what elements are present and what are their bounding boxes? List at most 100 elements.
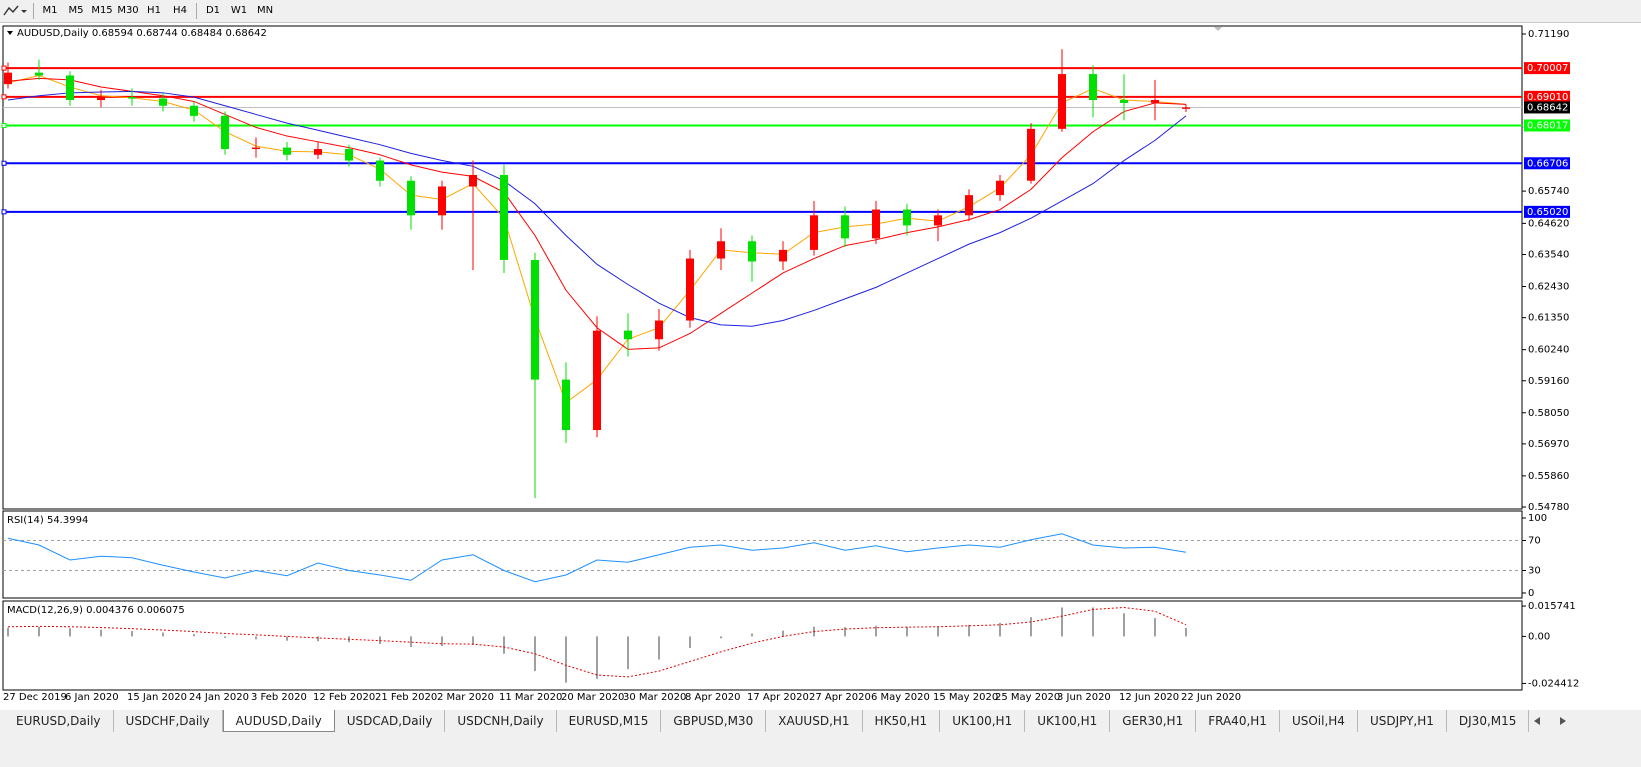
- level-label-box: [1524, 205, 1570, 218]
- candle-body: [1182, 107, 1190, 109]
- symbol-tab[interactable]: USDCHF,Daily: [114, 710, 223, 732]
- timeframe-button[interactable]: MN: [256, 5, 274, 16]
- symbol-tab[interactable]: AUDUSD,Daily: [222, 710, 335, 732]
- symbol-tab[interactable]: FRA40,H1: [1196, 710, 1280, 732]
- scroll-right[interactable]: [1560, 717, 1566, 725]
- candle-body: [686, 258, 694, 321]
- y-tick-label: 0.00: [1528, 631, 1550, 642]
- candle-body: [1058, 74, 1066, 129]
- symbol-tab[interactable]: USOil,H4: [1280, 710, 1358, 732]
- level-label: 0.70007: [1527, 63, 1568, 74]
- x-tick-label: 12 Jun 2020: [1119, 692, 1179, 703]
- symbol-tab[interactable]: GBPUSD,M30: [661, 710, 767, 732]
- x-tick-label: 11 Mar 2020: [499, 692, 562, 703]
- rsi-panel: [2, 510, 1523, 599]
- candle-body: [1151, 100, 1159, 103]
- symbol-tab[interactable]: XAUUSD,H1: [766, 710, 863, 732]
- level-label-box: [1524, 157, 1570, 170]
- candle-body: [562, 379, 570, 431]
- y-tick-label: 100: [1528, 513, 1547, 524]
- candle-body: [190, 105, 198, 116]
- candle-body: [593, 330, 601, 431]
- chart-background: [0, 23, 1641, 710]
- level-label: 0.69010: [1527, 92, 1568, 103]
- x-tick-label: 3 Feb 2020: [251, 692, 307, 703]
- tab-scroll: [1534, 717, 1566, 725]
- candle-body: [872, 209, 880, 239]
- candle-body: [345, 149, 353, 161]
- current-price-label: 0.68642: [1527, 102, 1568, 113]
- collapse-icon: [7, 31, 13, 35]
- candle-body: [965, 195, 973, 216]
- moving-average: [7, 90, 1187, 327]
- current-price-box: [1524, 101, 1570, 114]
- timeframes: M1 M5 M15 M30 H1 H4 D1 W1 MN: [37, 2, 278, 20]
- x-tick-label: 8 Apr 2020: [685, 692, 740, 703]
- y-tick-label: 0.64620: [1528, 218, 1569, 229]
- timeframe-button[interactable]: H1: [147, 5, 161, 16]
- candle-body: [1027, 128, 1035, 181]
- level-handle: [1, 94, 7, 100]
- level-handle: [1, 122, 7, 128]
- symbol-tab[interactable]: USDJPY,H1: [1358, 710, 1447, 732]
- timeframe-button[interactable]: M15: [91, 5, 113, 16]
- candle-body: [314, 149, 322, 155]
- candle-body: [934, 215, 942, 226]
- symbol-tab[interactable]: DJ30,M15: [1447, 710, 1530, 732]
- timeframe-button[interactable]: H4: [173, 5, 187, 16]
- candle-body: [810, 215, 818, 250]
- candle-body: [624, 330, 632, 340]
- candle-body: [283, 147, 291, 155]
- timeframe-button[interactable]: W1: [230, 5, 248, 16]
- candle-body: [35, 72, 43, 76]
- symbol-tab[interactable]: USDCNH,Daily: [445, 710, 557, 732]
- timeframe-button[interactable]: M5: [68, 5, 84, 16]
- symbol-tab[interactable]: USDCAD,Daily: [335, 710, 446, 732]
- y-tick-label: 0.58050: [1528, 408, 1569, 419]
- timeframe-button[interactable]: M30: [117, 5, 139, 16]
- y-tick-label: 0.015741: [1528, 601, 1576, 612]
- symbol-tab[interactable]: EURUSD,M15: [557, 710, 662, 732]
- level-handle: [1, 65, 7, 71]
- x-tick-label: 27 Dec 2019: [3, 692, 67, 703]
- candle-body: [655, 320, 663, 340]
- candle-body: [779, 249, 787, 262]
- y-tick-label: 0.61350: [1528, 313, 1569, 324]
- y-tick-label: 70: [1528, 535, 1541, 546]
- y-tick-label: 0.59160: [1528, 376, 1569, 387]
- symbol-tab[interactable]: UK100,H1: [1025, 710, 1111, 732]
- x-tick-label: 25 May 2020: [995, 692, 1060, 703]
- x-tick-label: 20 Mar 2020: [561, 692, 624, 703]
- x-tick-label: 17 Apr 2020: [747, 692, 809, 703]
- x-tick-label: 15 May 2020: [933, 692, 998, 703]
- y-tick-label: 0.65740: [1528, 186, 1569, 197]
- candle-body: [717, 241, 725, 259]
- y-tick-label: 0.60240: [1528, 345, 1569, 356]
- chart-tool-icon: [3, 5, 27, 16]
- level-label: 0.65020: [1527, 207, 1568, 218]
- scroll-left[interactable]: [1534, 717, 1540, 725]
- symbol-tab[interactable]: UK100,H1: [940, 710, 1026, 732]
- candle-body: [841, 215, 849, 239]
- level-handle: [1, 160, 7, 166]
- y-tick-label: 0.55860: [1528, 471, 1569, 482]
- x-tick-label: 24 Jan 2020: [189, 692, 249, 703]
- chart-title: AUDUSD,Daily 0.68594 0.68744 0.68484 0.6…: [17, 28, 267, 39]
- toolbar: M1 M5 M15 M30 H1 H4 D1 W1 MN: [0, 0, 1641, 23]
- indicator-title: MACD(12,26,9) 0.004376 0.006075: [7, 605, 185, 616]
- timeframe-button[interactable]: M1: [42, 5, 58, 16]
- y-tick-label: 0.54780: [1528, 502, 1569, 513]
- candle-body: [376, 160, 384, 181]
- candle-body: [4, 72, 12, 85]
- x-tick-label: 30 Mar 2020: [623, 692, 686, 703]
- symbol-tab[interactable]: EURUSD,Daily: [4, 710, 114, 732]
- symbol-tab[interactable]: HK50,H1: [863, 710, 941, 732]
- rsi-line: [7, 533, 1187, 583]
- shift-marker: [1214, 27, 1222, 31]
- chart: AUDUSD,Daily 0.68594 0.68744 0.68484 0.6…: [0, 23, 1641, 710]
- candle-body: [159, 98, 167, 106]
- candle-body: [1120, 100, 1128, 103]
- symbol-tab[interactable]: GER30,H1: [1110, 710, 1197, 732]
- level-label-box: [1524, 62, 1570, 75]
- timeframe-button[interactable]: D1: [205, 5, 221, 16]
